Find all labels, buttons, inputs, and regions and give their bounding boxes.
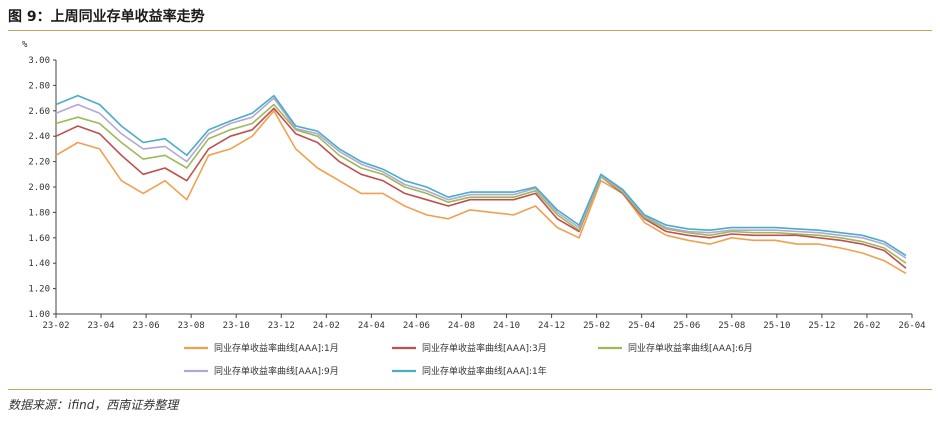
top-divider xyxy=(8,30,932,31)
x-tick-label: 23-10 xyxy=(223,321,250,331)
x-tick-label: 24-04 xyxy=(358,321,385,331)
y-tick-label: 2.60 xyxy=(28,107,50,117)
x-tick-label: 23-12 xyxy=(268,321,295,331)
x-tick-label: 25-02 xyxy=(583,321,610,331)
x-tick-label: 25-12 xyxy=(808,321,835,331)
series-line-3 xyxy=(55,97,907,259)
series-line-4 xyxy=(55,94,907,257)
x-tick-label: 23-04 xyxy=(88,321,115,331)
legend-label-1: 同业存单收益率曲线[AAA]:3月 xyxy=(422,342,547,354)
chart-legend: 同业存单收益率曲线[AAA]:1月 同业存单收益率曲线[AAA]:3月 同业存单收益… xyxy=(184,342,753,377)
y-tick-label: 1.00 xyxy=(28,310,50,320)
y-tick-label: 1.20 xyxy=(28,285,50,295)
y-tick-label: 3.00 xyxy=(28,56,50,66)
series-line-2 xyxy=(55,103,907,264)
x-tick-label: 24-10 xyxy=(493,321,520,331)
y-tick-label: 1.60 xyxy=(28,234,50,244)
y-axis-unit: % xyxy=(22,40,28,50)
y-tick-label: 2.00 xyxy=(28,183,50,193)
legend-label-2: 同业存单收益率曲线[AAA]:6月 xyxy=(628,342,753,354)
x-tick-label: 23-02 xyxy=(42,321,69,331)
legend-label-3: 同业存单收益率曲线[AAA]:9月 xyxy=(214,365,339,377)
x-tick-label: 24-02 xyxy=(313,321,340,331)
data-source: 数据来源：ifind，西南证券整理 xyxy=(8,398,179,412)
chart-axes: % 1.00 1.20 1.40 1.60 1.80 2.00 2.20 2.40 2.60 2.8… xyxy=(22,40,926,331)
x-tick-label: 24-08 xyxy=(448,321,475,331)
x-tick-label: 25-10 xyxy=(763,321,790,331)
x-tick-label: 25-04 xyxy=(628,321,655,331)
x-tick-label: 26-02 xyxy=(853,321,880,331)
series-line-1 xyxy=(55,107,907,269)
x-tick-label: 23-06 xyxy=(133,321,160,331)
y-tick-label: 1.40 xyxy=(28,259,50,269)
y-tick-label: 2.20 xyxy=(28,158,50,168)
chart-title: 图 9：上周同业存单收益率走势 xyxy=(8,9,205,25)
y-tick-label: 2.80 xyxy=(28,81,50,91)
x-tick-label: 24-12 xyxy=(538,321,565,331)
chart-lines xyxy=(55,94,907,275)
x-tick-label: 23-08 xyxy=(178,321,205,331)
x-tick-label: 26-04 xyxy=(898,321,925,331)
series-line-0 xyxy=(55,110,907,275)
x-tick-label: 25-08 xyxy=(718,321,745,331)
line-chart: % 1.00 1.20 1.40 1.60 1.80 2.00 2.20 2.40 2.60 2.8… xyxy=(22,40,926,377)
x-tick-label: 24-06 xyxy=(403,321,430,331)
legend-label-4: 同业存单收益率曲线[AAA]:1年 xyxy=(422,365,547,377)
bottom-divider xyxy=(8,389,932,390)
y-tick-label: 2.40 xyxy=(28,132,50,142)
legend-label-0: 同业存单收益率曲线[AAA]:1月 xyxy=(214,342,339,354)
x-tick-label: 25-06 xyxy=(673,321,700,331)
y-tick-label: 1.80 xyxy=(28,208,50,218)
